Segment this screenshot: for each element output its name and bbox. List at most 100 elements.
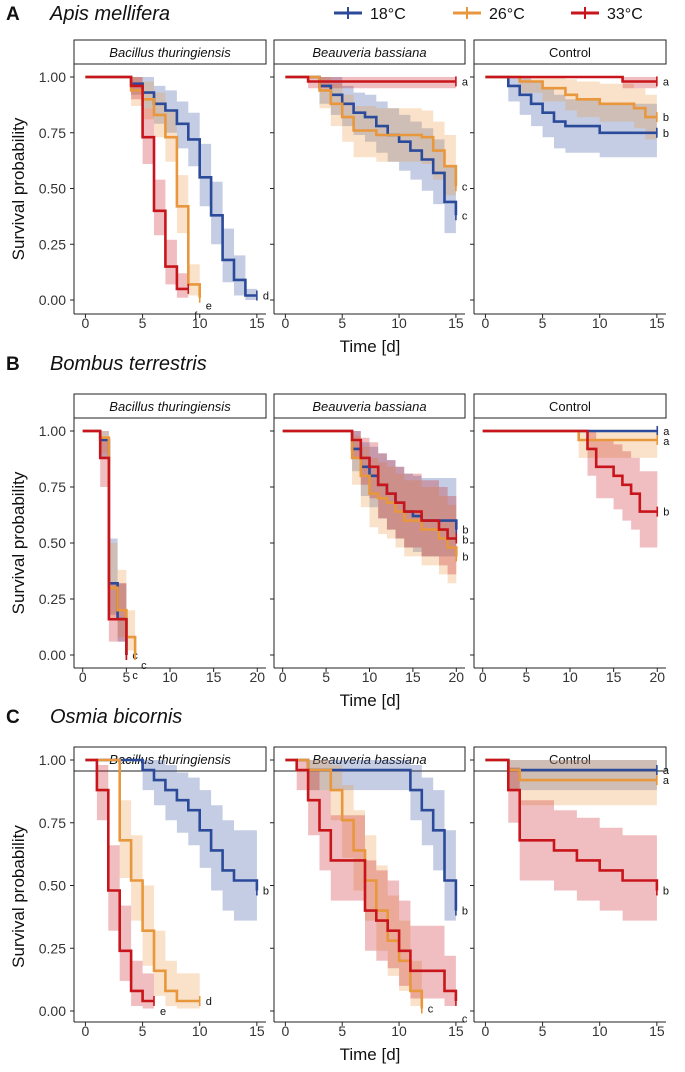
panel-c-facet-bacillus-thuringiensis-x-tick-label-10: 10 — [192, 1023, 208, 1039]
panel-a-facet-control-strip — [473, 39, 667, 65]
panel-c-facet-control-x-tick-label-0: 0 — [482, 1023, 490, 1039]
panel-a-facet-bacillus-thuringiensis: Bacillus thuringiensis 0 5 10 15 d ef — [70, 39, 269, 331]
panel-a-facet-beauveria-bassiana-ci-band-26-c — [285, 77, 456, 218]
panel-b-facet-control-strip-title: Control — [549, 399, 591, 414]
panel-a-facet-beauveria-bassiana-step-line-33-c — [285, 75, 456, 83]
panel-c-facet-control-x-tick-label-5: 5 — [539, 1023, 547, 1039]
panel-b-facet-bacillus-thuringiensis-step-line-33-c — [82, 429, 128, 655]
panel-c-facet-bacillus-thuringiensis-step-line-33-c — [85, 758, 154, 1003]
panel-c-y-tick-label-0.50: 0.50 — [39, 878, 66, 894]
panel-b-facet-control-x-tick-label-5: 5 — [522, 669, 530, 685]
panel-a-facet-control-ci-band-26-c — [485, 77, 657, 140]
panel-c-facet-control-step-line-33-c — [485, 758, 659, 891]
panel-c-facet-beauveria-bassiana-x-tick-label-10: 10 — [391, 1023, 407, 1039]
panel-c-facet-beauveria-bassiana-step-line-33-c — [285, 758, 458, 1001]
panel-c: C Osmia bicornis Survival probability Time … — [6, 706, 670, 1064]
panel-a: A Apis mellifera Survival probability Time … — [6, 3, 670, 356]
panel-c-facet-beauveria-bassiana-ci-band-33-c — [285, 760, 456, 1009]
panel-b-facet-beauveria-bassiana-x-tick-label-10: 10 — [362, 669, 378, 685]
panel-b-species-title: Bombus terrestris — [50, 353, 207, 375]
panel-b-y-axis-title: Survival probability — [9, 471, 28, 614]
panel-b-y-tick-label-0.00: 0.00 — [39, 647, 66, 663]
panel-c-facet-bacillus-thuringiensis-sig-label-18-c: b — [263, 886, 269, 898]
panel-a-facet-beauveria-bassiana-x-tick-label-5: 5 — [338, 315, 346, 331]
panel-c-facet-bacillus-thuringiensis-x-tick-label-5: 5 — [139, 1023, 147, 1039]
panel-c-facet-bacillus-thuringiensis: Bacillus thuringiensis 0 5 10 15 b d e — [70, 746, 269, 1039]
panel-c-facet-beauveria-bassiana-strip-title: Beauveria bassiana — [312, 752, 426, 767]
panel-a-facet-bacillus-thuringiensis-ci-band-26-c — [85, 77, 200, 300]
panel-c-facet-bacillus-thuringiensis-strip-title: Bacillus thuringiensis — [109, 752, 231, 767]
panel-a-facet-bacillus-thuringiensis-sig-label-33-c: f — [194, 311, 198, 323]
legend-item-18c: 18°C — [334, 6, 406, 23]
panel-a-facet-control-step-line-33-c — [485, 75, 657, 83]
panel-c-facet-control-sig-label-33-c: b — [663, 886, 669, 898]
panel-a-facet-control-sig-label-18-c: b — [663, 128, 669, 140]
panel-c-y-tick-label-0.25: 0.25 — [39, 940, 66, 956]
panel-c-facet-control-x-tick-label-10: 10 — [592, 1023, 608, 1039]
panel-b-facet-beauveria-bassiana-ci-band-18-c — [282, 431, 457, 566]
panel-b-facet-beauveria-bassiana-ci-band-26-c — [282, 431, 457, 590]
panel-a-facet-beauveria-bassiana-x-tick-label-15: 15 — [448, 315, 464, 331]
panel-a-facet-control-step-line-26-c — [485, 75, 657, 119]
panels: A Apis mellifera Survival probability Time … — [6, 3, 670, 1064]
panel-b-facet-beauveria-bassiana-x-tick-label-5: 5 — [322, 669, 330, 685]
panel-b-facet-control-x-tick-label-15: 15 — [606, 669, 622, 685]
panel-b-facet-control-sig-label-26-c: a — [663, 436, 670, 448]
panel-c-facet-bacillus-thuringiensis-ci-band-33-c — [85, 760, 154, 1009]
legend-item-33c: 33°C — [571, 6, 643, 23]
panel-a-facet-beauveria-bassiana-strip — [273, 39, 466, 65]
panel-a-facet-bacillus-thuringiensis-step-line-26-c — [85, 75, 201, 298]
panel-b-facet-beauveria-bassiana-x-tick-label-20: 20 — [449, 669, 465, 685]
panel-a-facet-control-step-line-18-c — [485, 75, 657, 135]
panel-a-facet-control-x-tick-label-5: 5 — [539, 315, 547, 331]
panel-a-facet-control-ci-band-18-c — [485, 77, 657, 158]
panel-b-y-tick-label-0.75: 0.75 — [39, 479, 66, 495]
panel-a-y-tick-label-0.00: 0.00 — [39, 292, 66, 308]
panel-b-letter: B — [6, 354, 20, 375]
panel-b-facet-bacillus-thuringiensis-strip-title: Bacillus thuringiensis — [109, 399, 231, 414]
panel-c-facet-bacillus-thuringiensis-x-tick-label-15: 15 — [249, 1023, 265, 1039]
panel-c-facet-control-strip-title: Control — [549, 752, 591, 767]
panel-c-facet-beauveria-bassiana-ci-band-26-c — [285, 760, 422, 1011]
panel-b-facet-bacillus-thuringiensis-ci-band-33-c — [82, 431, 127, 655]
panel-a-y-tick-label-0.25: 0.25 — [39, 236, 66, 252]
panel-c-facet-bacillus-thuringiensis-x-tick-label-0: 0 — [82, 1023, 90, 1039]
panel-c-letter: C — [6, 707, 20, 728]
panel-c-y-axis-title: Survival probability — [9, 825, 28, 968]
panel-a-species-title: Apis mellifera — [49, 3, 170, 25]
panel-a-facet-bacillus-thuringiensis-strip-title: Bacillus thuringiensis — [109, 45, 231, 60]
panel-b-facet-bacillus-thuringiensis: Bacillus thuringiensis05101520ccc — [70, 393, 267, 685]
panel-b-y-tick-label-0.25: 0.25 — [39, 591, 66, 607]
panel-c-facet-beauveria-bassiana-sig-label-33-c: c — [462, 1013, 468, 1025]
panel-a-facet-control-strip-title: Control — [549, 45, 591, 60]
panel-b-x-axis-title: Time [d] — [340, 691, 401, 710]
panel-a-facet-control-sig-label-33-c: a — [663, 76, 670, 88]
panel-b-facet-bacillus-thuringiensis-sig-label-33-c: c — [132, 670, 138, 682]
panel-c-facet-control-x-tick-label-15: 15 — [649, 1023, 665, 1039]
panel-b-facet-control-strip — [473, 393, 667, 419]
panel-a-facet-control-x-tick-label-0: 0 — [482, 315, 490, 331]
panel-a-x-axis-title: Time [d] — [340, 337, 401, 356]
panel-c-y-tick-label-0.75: 0.75 — [39, 815, 66, 831]
panel-c-y-tick-label-1.00: 1.00 — [39, 752, 66, 768]
panel-a-facet-beauveria-bassiana: Beauveria bassiana 0 5 10 15 c c a — [270, 39, 469, 331]
panel-a-facet-bacillus-thuringiensis-x-tick-label-10: 10 — [192, 315, 208, 331]
panel-b-facet-bacillus-thuringiensis-x-tick-label-10: 10 — [162, 669, 178, 685]
panel-a-facet-beauveria-bassiana-step-line-26-c — [285, 75, 458, 187]
panel-a-facet-bacillus-thuringiensis-x-tick-label-0: 0 — [82, 315, 90, 331]
panel-b-facet-beauveria-bassiana-strip-title: Beauveria bassiana — [312, 399, 426, 414]
panel-a-facet-bacillus-thuringiensis-x-tick-label-5: 5 — [139, 315, 147, 331]
legend-label-26c: 26°C — [489, 6, 525, 23]
panel-b: B Bombus terrestris Survival probability Ti… — [6, 353, 670, 710]
panel-a-facet-beauveria-bassiana-x-tick-label-0: 0 — [281, 315, 289, 331]
panel-b-facet-bacillus-thuringiensis-sig-label-26-c: c — [141, 660, 147, 672]
panel-b-y-tick-label-1.00: 1.00 — [39, 423, 66, 439]
panel-c-facet-control-ci-band-33-c — [485, 760, 657, 931]
panel-a-facet-beauveria-bassiana-x-tick-label-10: 10 — [391, 315, 407, 331]
panel-b-facet-control-x-tick-label-0: 0 — [479, 669, 487, 685]
panel-a-facet-control-sig-label-26-c: b — [663, 112, 669, 124]
panel-b-facet-bacillus-thuringiensis-x-tick-label-5: 5 — [122, 669, 130, 685]
panel-a-y-tick-label-1.00: 1.00 — [39, 69, 66, 85]
panel-c-facet-beauveria-bassiana-x-tick-label-0: 0 — [281, 1023, 289, 1039]
